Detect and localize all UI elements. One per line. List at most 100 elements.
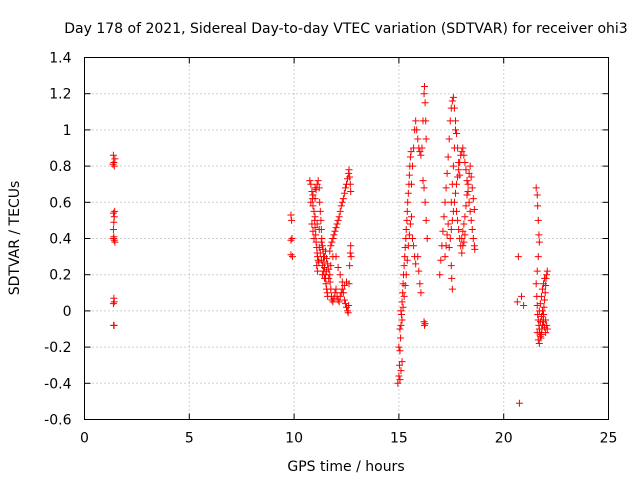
data-point: [328, 238, 336, 246]
data-point: [466, 162, 474, 170]
y-tick-label: -0.2: [44, 340, 71, 356]
data-point: [465, 169, 473, 177]
data-point: [456, 235, 464, 242]
data-point: [534, 336, 542, 344]
x-tick-label: 15: [390, 431, 408, 447]
data-point: [460, 220, 468, 228]
data-points: [109, 82, 551, 407]
data-point: [538, 285, 546, 293]
data-point: [316, 207, 324, 215]
data-point: [407, 148, 415, 156]
data-point: [540, 280, 548, 288]
y-tick-label: 0: [63, 304, 72, 320]
data-point: [109, 235, 117, 242]
data-point: [542, 329, 550, 337]
data-point: [461, 158, 469, 166]
data-point: [447, 198, 455, 206]
data-point: [327, 242, 335, 250]
y-tick-label: -0.6: [44, 413, 71, 429]
data-point: [403, 207, 411, 215]
data-point: [541, 289, 549, 297]
data-point: [416, 280, 424, 288]
data-point: [518, 292, 526, 300]
y-tick-label: 0.8: [49, 159, 71, 175]
data-point: [311, 195, 319, 203]
data-point: [307, 198, 315, 206]
data-point: [397, 367, 405, 375]
data-point: [407, 180, 415, 188]
data-point: [537, 312, 545, 320]
data-point: [308, 187, 316, 195]
data-point: [344, 307, 352, 315]
data-point: [331, 227, 339, 235]
data-point: [110, 218, 118, 226]
data-point: [436, 271, 444, 279]
data-point: [395, 343, 403, 351]
data-point: [333, 220, 341, 228]
data-point: [401, 282, 409, 290]
data-point: [347, 242, 355, 250]
plot-frame: [84, 57, 609, 420]
data-point: [326, 278, 334, 286]
data-point: [409, 235, 417, 242]
data-point: [463, 177, 471, 185]
data-point: [462, 202, 470, 210]
data-point: [315, 244, 323, 252]
data-point: [445, 244, 453, 252]
data-point: [344, 309, 352, 317]
x-tick-label: 25: [600, 431, 618, 447]
data-point: [533, 267, 541, 275]
data-point: [398, 298, 406, 306]
data-point: [347, 253, 355, 261]
data-point: [534, 311, 542, 319]
data-point: [409, 162, 417, 170]
data-point: [399, 289, 407, 297]
data-point: [111, 238, 119, 246]
data-point: [336, 271, 344, 279]
data-point: [407, 213, 415, 221]
data-point: [317, 256, 325, 264]
data-point: [412, 117, 420, 125]
data-point: [406, 220, 414, 228]
data-point: [311, 224, 319, 232]
data-point: [469, 195, 477, 203]
data-point: [534, 253, 542, 261]
data-point: [399, 303, 407, 311]
data-point: [345, 166, 353, 174]
data-point: [422, 135, 430, 143]
data-point: [450, 144, 458, 152]
data-point: [404, 198, 412, 206]
data-point: [440, 213, 448, 221]
data-point: [331, 289, 339, 297]
data-point: [401, 244, 409, 252]
data-point: [448, 180, 456, 188]
data-point: [402, 235, 410, 242]
data-point: [288, 253, 296, 261]
data-point: [419, 177, 427, 185]
data-point: [464, 180, 472, 188]
data-point: [332, 285, 340, 293]
data-point: [287, 211, 295, 219]
data-point: [449, 162, 457, 170]
data-point: [466, 207, 474, 215]
x-tick-label: 10: [285, 431, 303, 447]
data-point: [111, 155, 119, 163]
data-point: [313, 180, 321, 188]
data-point: [306, 177, 314, 185]
data-point: [420, 184, 428, 192]
data-point: [513, 298, 521, 306]
data-point: [110, 236, 118, 244]
data-point: [395, 372, 403, 380]
data-point: [109, 151, 117, 159]
data-point: [447, 225, 455, 233]
data-point: [534, 216, 542, 224]
data-point: [543, 267, 551, 275]
data-point: [311, 184, 319, 192]
y-tick-label: 1.4: [49, 51, 71, 67]
data-point: [394, 379, 402, 387]
data-point: [307, 180, 315, 188]
data-point: [340, 189, 348, 197]
data-point: [109, 300, 117, 308]
data-point: [417, 151, 425, 159]
data-point: [538, 307, 546, 315]
